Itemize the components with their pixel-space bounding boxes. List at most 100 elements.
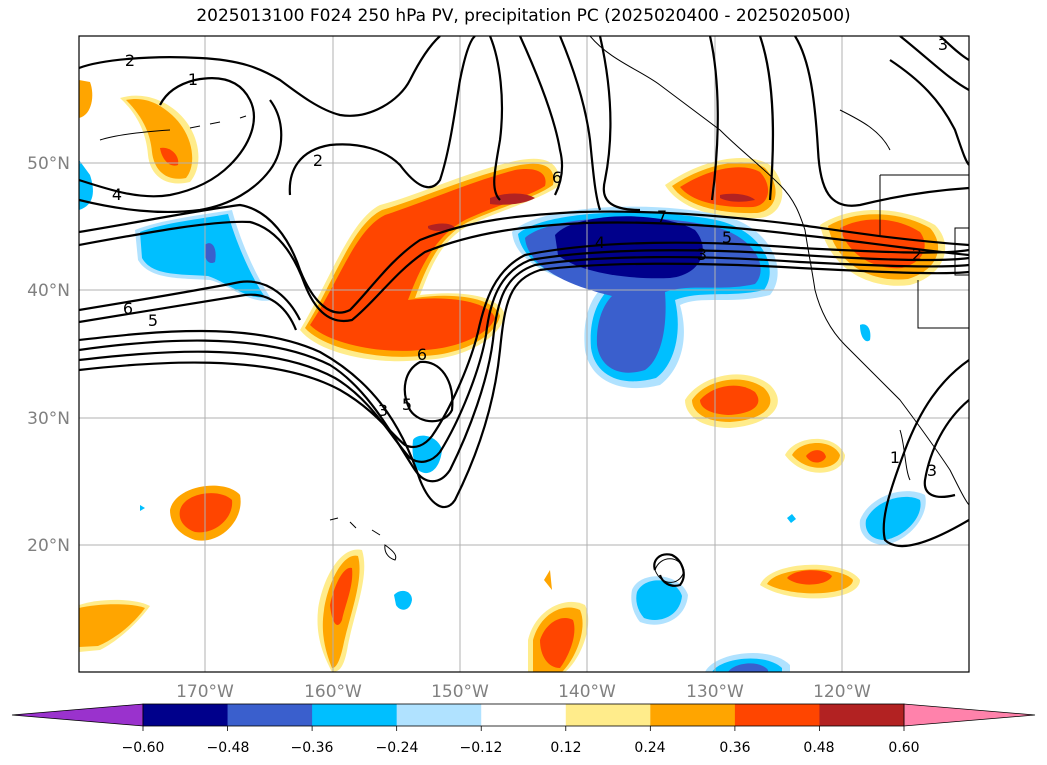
- pv-contour: [79, 249, 969, 463]
- precip-anomaly-positive: [720, 193, 755, 202]
- colorbar-tick-label: 0.48: [803, 740, 834, 756]
- pv-contour: [899, 36, 969, 91]
- colorbar-extend-max: [903, 703, 1036, 727]
- contour-label: 1: [188, 70, 198, 89]
- precip-anomaly-negative: [860, 324, 871, 342]
- lon-label: 160°W: [304, 682, 362, 702]
- lon-label: 130°W: [686, 682, 744, 702]
- pv-contour: [794, 36, 969, 207]
- pv-contour: [79, 241, 969, 449]
- colorbar-segment: [734, 704, 820, 726]
- precip-anomaly-negative: [394, 590, 412, 610]
- contour-labels: 2 1 2 4 6 5 3 5 6 6 7 4 5 3 2 1 3 3: [112, 36, 948, 480]
- precip-anomaly-positive: [540, 618, 575, 668]
- map-title: 2025013100 F024 250 hPa PV, precipitatio…: [196, 6, 851, 26]
- pv-contour: [923, 399, 969, 498]
- precip-anomaly-positive: [428, 193, 535, 231]
- contour-label: 6: [552, 168, 562, 187]
- pv-contour: [403, 360, 454, 423]
- contour-label: 5: [402, 395, 412, 414]
- colorbar-tick-label: −0.36: [291, 740, 334, 756]
- precip-anomaly-negative: [204, 243, 216, 264]
- colorbar-tick-label: −0.48: [207, 740, 250, 756]
- lat-label: 20°N: [27, 536, 70, 556]
- contour-label: 5: [722, 228, 732, 247]
- contour-label: 6: [123, 299, 133, 318]
- colorbar-tick-label: 0.24: [634, 740, 665, 756]
- colorbar: −0.60 −0.48 −0.36 −0.24 −0.12 0.12 0.24 …: [11, 703, 1036, 756]
- colorbar-extend-min: [11, 703, 144, 727]
- colorbar-tick-label: 0.60: [888, 740, 919, 756]
- colorbar-segment: [227, 704, 313, 726]
- lon-label: 140°W: [558, 682, 616, 702]
- pv-contour: [653, 553, 685, 587]
- precip-anomaly-positive: [330, 567, 353, 625]
- precip-anomaly-positive: [79, 604, 145, 647]
- contour-label: 2: [125, 51, 135, 70]
- colorbar-segment: [143, 704, 229, 726]
- contour-label: 4: [112, 185, 122, 204]
- latitude-labels: 50°N 40°N 30°N 20°N: [27, 154, 70, 556]
- lat-label: 40°N: [27, 281, 70, 301]
- pv-contour: [79, 77, 255, 198]
- pv-contour: [558, 36, 602, 211]
- pv-contour: [889, 59, 969, 166]
- colorbar-segment: [565, 704, 651, 726]
- precip-anomaly-positive: [544, 570, 552, 590]
- colorbar-tick-label: −0.12: [460, 740, 503, 756]
- precip-anomaly-positive: [179, 493, 233, 533]
- pv-contour: [288, 36, 476, 196]
- contour-label: 3: [378, 401, 388, 420]
- precip-anomaly-positive: [806, 450, 826, 463]
- contour-label: 5: [148, 311, 158, 330]
- pv-contour: [518, 36, 564, 196]
- lon-label: 120°W: [813, 682, 871, 702]
- longitude-labels: 170°W 160°W 150°W 140°W 130°W 120°W: [176, 682, 871, 702]
- colorbar-tick-label: 0.12: [550, 740, 581, 756]
- pv-contour: [708, 36, 719, 201]
- precip-anomaly-negative: [79, 160, 93, 210]
- map-frame: [78, 35, 970, 673]
- positive-precip-anomalies: [79, 80, 946, 672]
- precip-anomaly-negative: [728, 663, 768, 672]
- pv-contours: [79, 36, 969, 587]
- colorbar-segment: [481, 704, 567, 726]
- colorbar-tick-label: 0.36: [719, 740, 750, 756]
- coastline: [99, 115, 247, 141]
- pv-contour: [758, 36, 775, 201]
- pv-contour: [79, 36, 441, 117]
- lat-label: 30°N: [27, 409, 70, 429]
- colorbar-segment: [312, 704, 398, 726]
- pv-contour: [488, 36, 504, 201]
- lon-label: 170°W: [176, 682, 234, 702]
- pv-contour: [79, 280, 301, 331]
- contour-label: 2: [313, 151, 323, 170]
- pv-contour: [79, 255, 969, 483]
- pv-contour: [79, 262, 969, 508]
- pv-contour: [79, 220, 969, 323]
- colorbar-tick-label: −0.60: [122, 740, 165, 756]
- pv-contour: [79, 99, 283, 214]
- pv-contour: [79, 203, 969, 314]
- coastline: [329, 517, 397, 561]
- contour-label: 6: [417, 345, 427, 364]
- colorbar-segment: [650, 704, 736, 726]
- lon-label: 150°W: [431, 682, 489, 702]
- coastline: [899, 429, 911, 481]
- precip-anomaly-negative: [865, 496, 921, 540]
- contour-label: 1: [890, 448, 900, 467]
- contour-label: 3: [697, 245, 707, 264]
- pv-contour: [598, 36, 641, 212]
- precip-anomaly-positive: [160, 147, 179, 166]
- contour-label: 7: [657, 207, 667, 226]
- colorbar-tick-label: −0.24: [376, 740, 419, 756]
- precip-anomaly-negative: [140, 214, 265, 298]
- lat-label: 50°N: [27, 154, 70, 174]
- contour-label: 4: [595, 233, 605, 252]
- coastline: [839, 109, 969, 329]
- precip-anomaly-positive: [787, 570, 832, 585]
- colorbar-frame: [142, 703, 905, 727]
- colorbar-segment: [819, 704, 905, 726]
- colorbar-segment: [396, 704, 482, 726]
